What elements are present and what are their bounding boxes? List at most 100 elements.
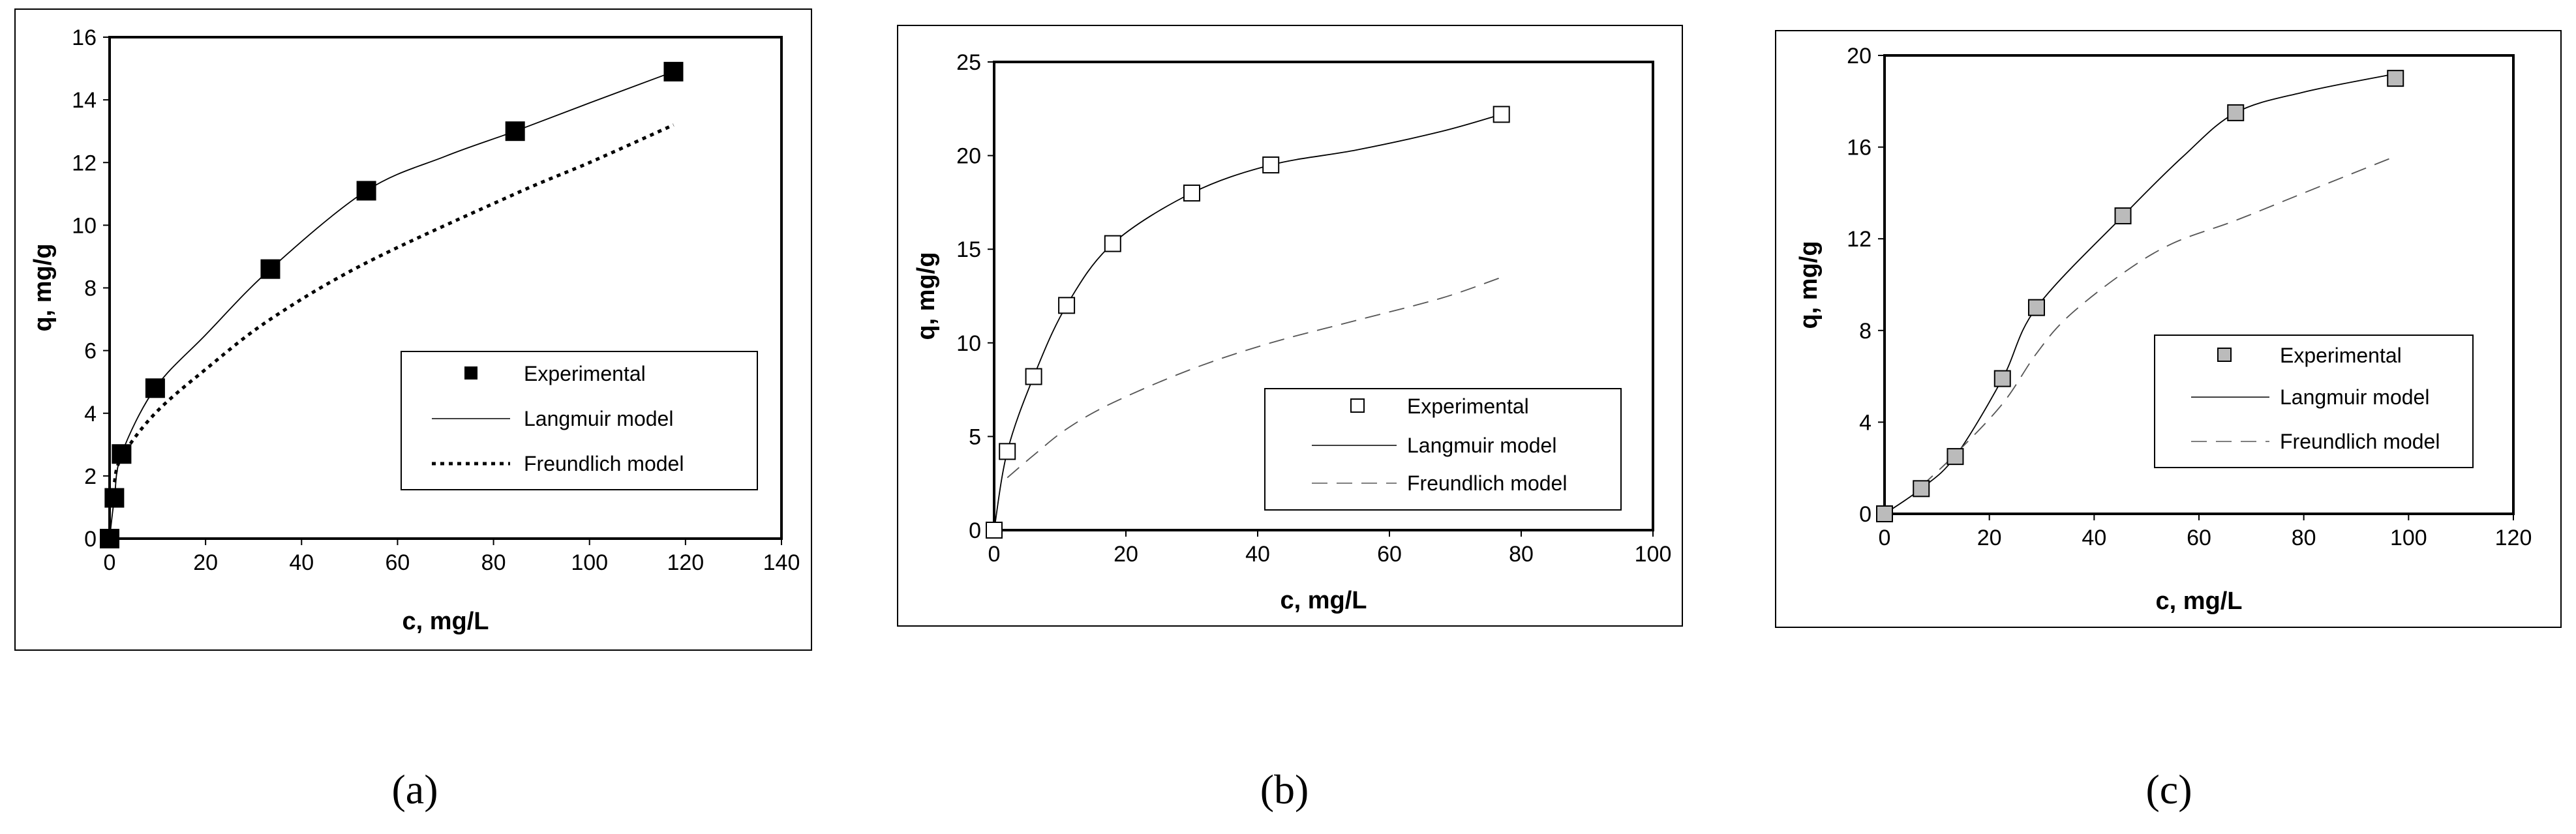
x-tick-label: 20 bbox=[1114, 542, 1138, 567]
x-tick-label: 80 bbox=[1509, 542, 1534, 567]
x-tick-label: 40 bbox=[2082, 526, 2106, 550]
x-tick-label: 40 bbox=[1245, 542, 1270, 567]
x-tick-label: 120 bbox=[2495, 526, 2532, 550]
y-tick-label: 14 bbox=[72, 88, 97, 113]
data-point-experimental bbox=[2227, 104, 2245, 121]
y-tick-label: 2 bbox=[84, 464, 97, 489]
y-axis-title: q, mg/g bbox=[913, 252, 940, 340]
x-tick-label: 20 bbox=[1977, 526, 2002, 550]
data-point-experimental bbox=[1993, 370, 2011, 387]
x-tick-label: 0 bbox=[988, 542, 1001, 567]
legend-swatch-experimental bbox=[1350, 398, 1365, 413]
x-tick-label: 0 bbox=[1879, 526, 1891, 550]
x-tick-label: 100 bbox=[1635, 542, 1672, 567]
y-tick-label: 8 bbox=[84, 276, 97, 301]
x-tick-label: 80 bbox=[2292, 526, 2316, 550]
data-point-experimental bbox=[100, 529, 119, 548]
legend-label-freundlich: Freundlich model bbox=[1407, 471, 1567, 495]
x-tick-label: 60 bbox=[1377, 542, 1402, 567]
y-tick-label: 0 bbox=[969, 518, 981, 543]
legend-label-langmuir: Langmuir model bbox=[1407, 434, 1556, 457]
x-tick-label: 80 bbox=[481, 550, 506, 575]
data-point-experimental bbox=[1262, 156, 1280, 173]
data-point-experimental bbox=[1183, 185, 1200, 202]
data-point-experimental bbox=[1058, 297, 1076, 314]
chart-marks: 0 20 40 60 80 100 120 140 0 2 4 6 8 10 12 14 16 bbox=[72, 25, 800, 575]
x-tick-label: 100 bbox=[571, 550, 608, 575]
y-tick-label: 10 bbox=[72, 213, 97, 238]
legend-label-experimental: Experimental bbox=[1407, 395, 1529, 418]
data-point-experimental bbox=[999, 443, 1016, 460]
data-point-experimental bbox=[1947, 448, 1964, 466]
legend-box bbox=[2154, 335, 2474, 468]
series-line-langmuir-model bbox=[993, 113, 1502, 531]
x-tick-label: 0 bbox=[104, 550, 116, 575]
series-line-freundlich-model bbox=[1920, 155, 2396, 487]
legend: Experimental Langmuir model Freundlich m… bbox=[401, 351, 758, 490]
chart-marks: 0 20 40 60 80 100 0 5 10 15 20 25 bbox=[956, 50, 1671, 567]
y-tick-label: 12 bbox=[72, 151, 97, 175]
x-tick-label: 120 bbox=[667, 550, 704, 575]
legend-swatch-experimental bbox=[464, 366, 477, 380]
data-point-experimental bbox=[2114, 207, 2132, 225]
y-axis-title: q, mg/g bbox=[1795, 241, 1823, 329]
series-line-freundlich-model bbox=[1007, 276, 1502, 479]
x-tick-label: 60 bbox=[386, 550, 410, 575]
chart-panel-b: 0 20 40 60 80 100 0 5 10 15 20 25 c, mg/L q, mg/g E… bbox=[897, 25, 1683, 627]
y-tick-label: 15 bbox=[956, 237, 981, 262]
data-point-experimental bbox=[1025, 368, 1042, 385]
data-point-experimental bbox=[1104, 235, 1121, 252]
data-point-experimental bbox=[112, 444, 132, 464]
legend: Experimental Langmuir model Freundlich m… bbox=[2154, 335, 2474, 468]
data-point-experimental bbox=[2027, 299, 2045, 316]
legend: Experimental Langmuir model Freundlich m… bbox=[1264, 388, 1622, 511]
legend-label-langmuir: Langmuir model bbox=[2280, 385, 2429, 409]
data-point-experimental bbox=[104, 488, 125, 508]
x-axis-title: c, mg/L bbox=[402, 608, 489, 635]
legend-box bbox=[1264, 388, 1622, 511]
panel-caption-c: (c) bbox=[2145, 766, 2192, 812]
data-point-experimental bbox=[1913, 480, 1930, 498]
y-tick-label: 4 bbox=[84, 402, 97, 426]
data-point-experimental bbox=[260, 259, 280, 279]
y-tick-label: 25 bbox=[956, 50, 981, 75]
x-axis-title: c, mg/L bbox=[1280, 587, 1367, 614]
legend-label-freundlich: Freundlich model bbox=[2280, 430, 2440, 453]
legend-box bbox=[401, 351, 758, 490]
data-point-experimental bbox=[663, 61, 684, 82]
x-axis-title: c, mg/L bbox=[2155, 588, 2242, 615]
legend-label-langmuir: Langmuir model bbox=[524, 407, 673, 430]
y-tick-label: 16 bbox=[72, 25, 97, 50]
data-point-experimental bbox=[145, 378, 165, 398]
x-tick-label: 140 bbox=[763, 550, 800, 575]
y-tick-label: 0 bbox=[84, 527, 97, 552]
y-tick-label: 4 bbox=[1859, 410, 1871, 435]
legend-label-experimental: Experimental bbox=[2280, 344, 2402, 367]
y-tick-label: 0 bbox=[1859, 502, 1871, 527]
x-tick-label: 60 bbox=[2187, 526, 2211, 550]
y-tick-label: 12 bbox=[1847, 227, 1871, 252]
data-point-experimental bbox=[986, 522, 1003, 539]
y-tick-label: 8 bbox=[1859, 319, 1871, 344]
y-tick-label: 16 bbox=[1847, 136, 1871, 160]
chart-marks: 0 20 40 60 80 100 120 0 4 8 12 16 20 bbox=[1847, 44, 2532, 550]
data-point-experimental bbox=[2387, 70, 2404, 87]
panel-caption-b: (b) bbox=[1260, 766, 1309, 812]
data-point-experimental bbox=[1876, 505, 1893, 522]
x-tick-label: 20 bbox=[193, 550, 218, 575]
y-tick-label: 10 bbox=[956, 331, 981, 356]
x-tick-label: 40 bbox=[289, 550, 314, 575]
legend-swatch-experimental bbox=[2217, 348, 2232, 362]
y-tick-label: 6 bbox=[84, 339, 97, 364]
data-point-experimental bbox=[505, 121, 525, 141]
legend-label-experimental: Experimental bbox=[524, 362, 646, 385]
legend-label-freundlich: Freundlich model bbox=[524, 452, 684, 475]
y-tick-label: 20 bbox=[956, 144, 981, 169]
y-tick-label: 20 bbox=[1847, 44, 1871, 68]
x-tick-label: 100 bbox=[2390, 526, 2427, 550]
data-point-experimental bbox=[1493, 106, 1510, 123]
panel-caption-a: (a) bbox=[391, 766, 438, 812]
y-axis-title: q, mg/g bbox=[29, 243, 57, 331]
